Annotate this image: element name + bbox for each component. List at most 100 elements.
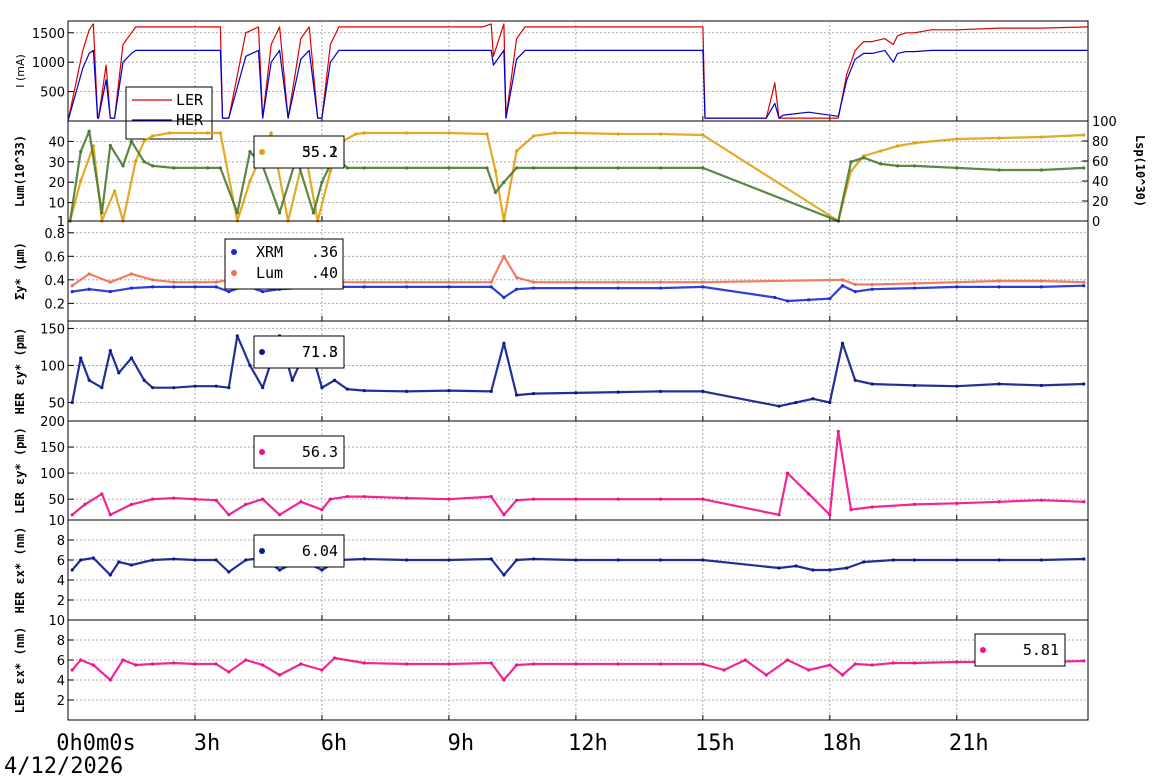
legend-marker [259, 548, 265, 554]
data-point [320, 386, 324, 390]
data-point [278, 673, 282, 677]
data-point [1039, 279, 1044, 283]
data-point [807, 668, 811, 672]
data-point [117, 560, 121, 564]
data-point [227, 670, 231, 674]
y-tick-label: 0.8 [44, 227, 65, 242]
data-point [362, 166, 366, 170]
data-point [320, 507, 324, 512]
data-point [172, 285, 176, 289]
legend-label: Lum [256, 264, 283, 282]
y2-tick-label: 40 [1092, 175, 1109, 190]
series-line-current [67, 49, 1088, 122]
y-tick-label: 1000 [32, 56, 65, 71]
data-point [870, 282, 874, 287]
data-point [1039, 558, 1044, 562]
date-label: 4/12/2026 [4, 754, 124, 779]
data-point [515, 287, 519, 291]
data-point [142, 378, 146, 382]
data-point [70, 400, 74, 405]
data-point [87, 129, 91, 133]
data-point [891, 558, 895, 562]
legend-label: LER [176, 91, 204, 109]
y-tick-label: 0.6 [44, 250, 65, 265]
data-point [79, 558, 83, 562]
data-point [777, 566, 781, 570]
legend-value: .36 [311, 243, 338, 261]
data-point [129, 286, 134, 290]
data-point [193, 280, 197, 284]
data-point [912, 141, 917, 145]
series-line-luminosity [69, 131, 1084, 223]
data-point [70, 668, 74, 672]
data-point [955, 384, 959, 388]
data-point [807, 492, 811, 496]
data-point [362, 285, 366, 289]
data-point [955, 660, 959, 664]
data-point [955, 285, 959, 289]
data-point [447, 131, 451, 135]
data-point [79, 356, 83, 360]
data-point [955, 137, 959, 141]
legend-value-overlap: 35.1 [302, 143, 338, 161]
data-point [447, 558, 451, 562]
data-point [404, 280, 409, 284]
data-point [404, 558, 409, 562]
data-point [785, 658, 790, 662]
data-point [574, 497, 578, 501]
data-point [531, 280, 536, 284]
data-point [502, 573, 506, 577]
data-point [658, 166, 663, 170]
data-point [840, 278, 845, 282]
x-tick-label: 9h [448, 731, 475, 756]
x-tick-label: 12h [568, 731, 608, 756]
data-point [840, 341, 845, 345]
data-point [574, 662, 578, 666]
data-point [1039, 285, 1044, 289]
data-point [853, 289, 857, 294]
data-point [404, 389, 409, 393]
data-point [193, 497, 197, 501]
data-point [134, 663, 138, 667]
data-point [701, 285, 705, 289]
panel-frame [67, 519, 1089, 621]
data-point [828, 663, 832, 667]
data-point [485, 132, 489, 136]
data-point [87, 378, 91, 382]
y-tick-label: 100 [40, 467, 65, 482]
data-point [502, 254, 506, 258]
y-tick-label: 100 [40, 359, 65, 374]
data-point [100, 211, 104, 215]
data-point [840, 284, 845, 288]
y-tick-label: 10 [48, 514, 65, 529]
data-point [1039, 135, 1044, 139]
data-point [862, 560, 866, 564]
series-line-ler_emit_x [71, 656, 1084, 682]
data-point [70, 513, 74, 517]
data-point [227, 570, 231, 574]
data-point [870, 663, 874, 667]
data-point [811, 568, 815, 572]
data-point [849, 160, 853, 164]
y-axis-label: HER εy* (pm) [13, 328, 27, 415]
y-axis-label: LER εy* (pm) [13, 427, 27, 514]
y-tick-label: 8 [57, 534, 65, 549]
data-point [112, 189, 117, 193]
series-line-sigma_y [72, 284, 1084, 303]
y-tick-label: 30 [48, 156, 65, 171]
data-point [248, 179, 252, 183]
data-point [151, 497, 155, 501]
data-point [1082, 166, 1086, 170]
data-point [743, 658, 747, 662]
panel-frame [67, 220, 1089, 322]
data-point [777, 404, 781, 408]
data-point [151, 134, 155, 138]
data-point [658, 132, 663, 136]
data-point [345, 494, 349, 499]
x-tick-label: 6h [321, 731, 348, 756]
data-point [362, 557, 366, 561]
data-point [345, 166, 349, 170]
y2-axis-label: Lsp(10^30) [1133, 135, 1147, 207]
data-point [616, 166, 620, 170]
data-point [515, 393, 519, 397]
